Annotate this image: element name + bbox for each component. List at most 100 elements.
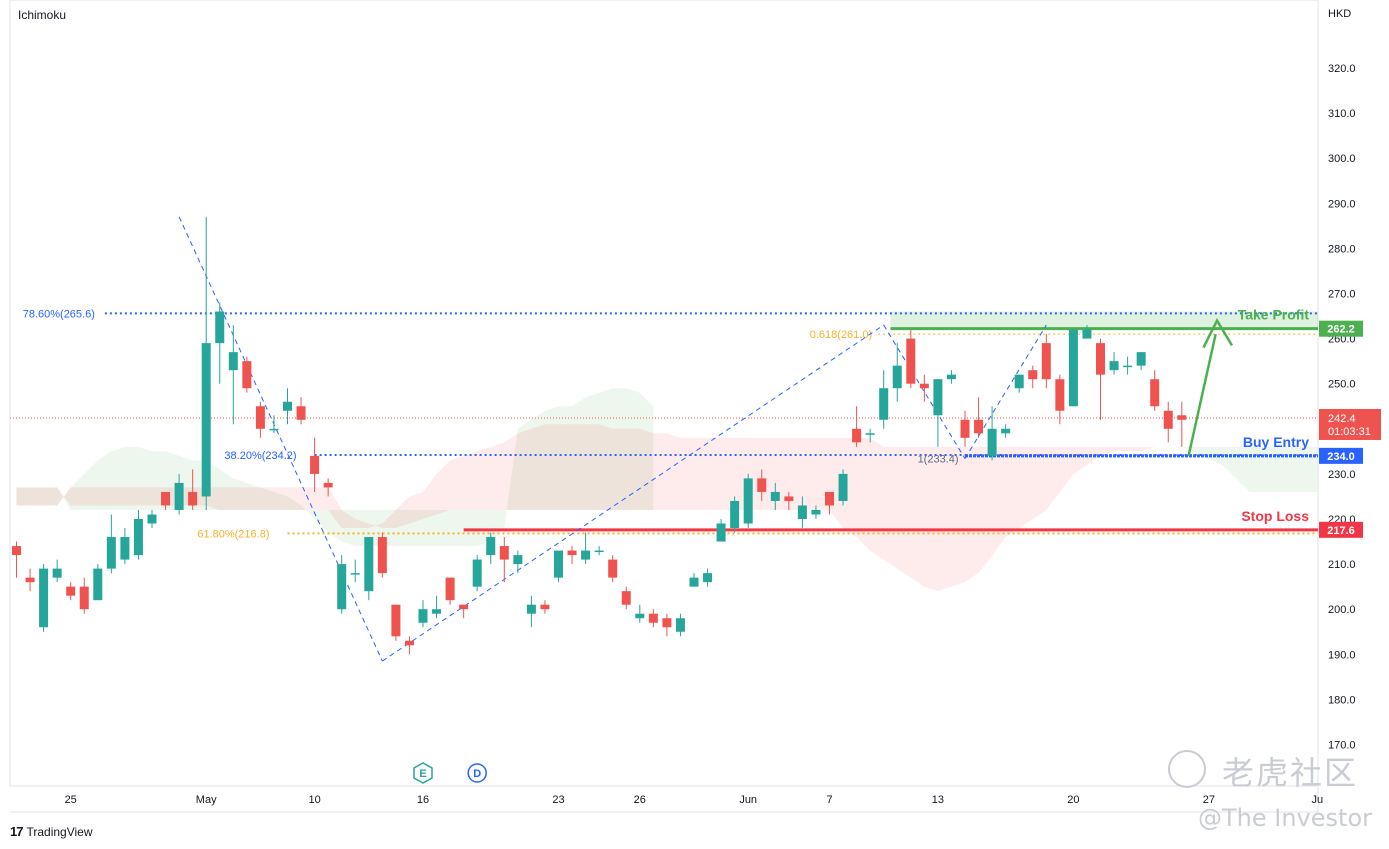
candle-body bbox=[526, 604, 536, 614]
indicator-label[interactable]: Ichimoku bbox=[18, 8, 67, 22]
candle-body bbox=[865, 433, 875, 435]
candle-body bbox=[106, 537, 116, 569]
candle-body bbox=[323, 482, 333, 488]
watermark-text: 老虎社区 bbox=[1222, 754, 1359, 792]
candle-body bbox=[635, 613, 645, 619]
candle-body bbox=[1150, 379, 1160, 407]
candle-body bbox=[1109, 361, 1119, 371]
candle-body bbox=[364, 537, 374, 592]
candle-body bbox=[133, 519, 143, 556]
x-tick-label: 26 bbox=[634, 794, 646, 806]
x-tick-label: 7 bbox=[826, 794, 832, 806]
candle-body bbox=[1082, 329, 1092, 339]
event-marker-label: E bbox=[419, 768, 426, 780]
candle-body bbox=[39, 568, 49, 628]
candle-body bbox=[1163, 410, 1173, 429]
candle-body bbox=[960, 419, 970, 438]
current-price-tag-bg bbox=[1319, 408, 1381, 440]
x-tick-label: 23 bbox=[552, 794, 564, 806]
buy-entry-label: Buy Entry bbox=[1243, 434, 1309, 450]
tradingview-brand[interactable]: 17 TradingView bbox=[10, 824, 93, 839]
candle-body bbox=[825, 491, 834, 506]
candle-body bbox=[418, 609, 428, 623]
candle-body bbox=[255, 406, 265, 429]
candle-body bbox=[1028, 370, 1038, 380]
y-tick-label: 280.0 bbox=[1328, 243, 1356, 255]
y-tick-label: 200.0 bbox=[1328, 604, 1356, 616]
x-tick-label: 27 bbox=[1203, 794, 1215, 806]
candle-body bbox=[946, 374, 956, 380]
currency-label: HKD bbox=[1328, 8, 1352, 20]
candle-body bbox=[703, 573, 713, 583]
candle-body bbox=[906, 338, 916, 384]
x-tick-label: 13 bbox=[932, 794, 944, 806]
pattern-leg bbox=[964, 324, 1047, 459]
candle-body bbox=[892, 365, 902, 389]
x-tick-label: 25 bbox=[65, 794, 77, 806]
buy-entry-price-tag: 234.0 bbox=[1327, 451, 1355, 463]
dividend-marker bbox=[467, 763, 487, 783]
event-marker-label: D bbox=[473, 768, 481, 780]
candle-body bbox=[1041, 343, 1051, 380]
candle-body bbox=[377, 537, 387, 574]
candle-body bbox=[25, 577, 35, 583]
pattern-leg bbox=[883, 324, 966, 459]
candle-body bbox=[554, 550, 563, 578]
candle-body bbox=[594, 550, 604, 553]
candle-body bbox=[161, 491, 171, 506]
candle-body bbox=[296, 406, 306, 420]
x-tick-label: 10 bbox=[308, 794, 320, 806]
fib-level-label: 38.20%(234.2) bbox=[224, 450, 296, 462]
candle-body bbox=[608, 559, 618, 578]
candle-body bbox=[743, 478, 753, 524]
fib-level-label: 61.80%(216.8) bbox=[197, 528, 269, 540]
candle-body bbox=[838, 473, 848, 501]
y-tick-label: 180.0 bbox=[1328, 694, 1356, 706]
candle-body bbox=[486, 537, 496, 556]
y-tick-label: 210.0 bbox=[1328, 559, 1356, 571]
y-tick-label: 250.0 bbox=[1328, 379, 1356, 391]
candle-body bbox=[432, 609, 442, 614]
ichimoku-cloud-bullish-right bbox=[1181, 446, 1318, 492]
candle-body bbox=[1096, 343, 1105, 375]
countdown-tag: 01:03:31 bbox=[1328, 426, 1371, 438]
candle-body bbox=[188, 491, 198, 506]
y-tick-label: 190.0 bbox=[1328, 649, 1356, 661]
candle-body bbox=[933, 379, 943, 416]
candle-body bbox=[797, 505, 807, 519]
y-tick-label: 170.0 bbox=[1328, 740, 1356, 752]
candle-body bbox=[540, 604, 550, 610]
candle-body bbox=[66, 586, 76, 596]
candle-body bbox=[52, 568, 62, 578]
x-tick-label: May bbox=[196, 794, 217, 806]
candle-body bbox=[404, 640, 414, 646]
candle-body bbox=[811, 509, 821, 515]
fib-point-label: 1(233.4) bbox=[918, 454, 959, 466]
candle-body bbox=[1123, 365, 1133, 368]
candle-body bbox=[852, 428, 862, 443]
candle-body bbox=[757, 478, 767, 492]
candle-body bbox=[12, 546, 21, 556]
y-tick-label: 310.0 bbox=[1328, 108, 1356, 120]
y-tick-label: 230.0 bbox=[1328, 469, 1356, 481]
brand-text: TradingView bbox=[26, 824, 93, 839]
candle-body bbox=[648, 613, 658, 623]
candle-body bbox=[445, 577, 455, 601]
candle-body bbox=[879, 388, 889, 420]
pattern-leg bbox=[178, 216, 383, 662]
candle-body bbox=[567, 550, 577, 556]
candle-body bbox=[93, 568, 103, 601]
candle-body bbox=[1001, 428, 1011, 434]
candle-body bbox=[513, 555, 523, 565]
candle-body bbox=[391, 604, 401, 637]
stop-loss-price-tag-bg bbox=[1319, 521, 1363, 538]
target-arrow-head bbox=[1202, 317, 1234, 349]
candle-body bbox=[974, 419, 984, 434]
candle-body bbox=[689, 577, 699, 587]
candle-body bbox=[784, 496, 794, 501]
stop-loss-price-tag: 217.6 bbox=[1327, 525, 1355, 537]
candle-body bbox=[919, 383, 929, 389]
candle-body bbox=[621, 591, 631, 605]
take-profit-zone bbox=[890, 311, 1318, 329]
